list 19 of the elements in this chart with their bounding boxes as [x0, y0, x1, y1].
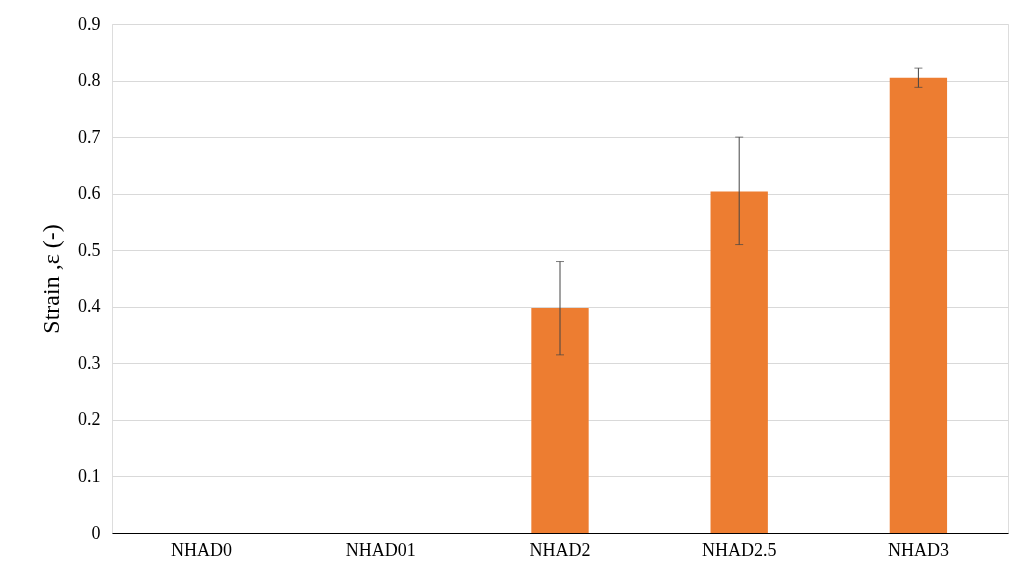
x-tick-label: NHAD01 — [345, 539, 416, 560]
y-axis-title: Strain ,ε (-) — [38, 224, 64, 334]
x-tick-label: NHAD3 — [887, 539, 949, 560]
x-tick-label: NHAD2 — [529, 539, 591, 560]
x-tick-label: NHAD2.5 — [701, 539, 777, 560]
bar — [531, 307, 589, 533]
y-tick-label: 0.6 — [78, 183, 101, 204]
y-tick-label: 0.3 — [78, 352, 101, 373]
y-tick-label: 0.4 — [78, 296, 101, 317]
y-tick-label: 0.7 — [78, 126, 101, 147]
y-tick-label: 0.5 — [78, 239, 101, 260]
y-tick-label: 0.1 — [78, 465, 101, 486]
y-tick-label: 0.2 — [78, 409, 101, 430]
bar — [710, 191, 768, 533]
y-tick-label: 0.8 — [78, 70, 101, 91]
y-tick-label: 0 — [91, 522, 101, 543]
y-tick-label: 0.9 — [78, 13, 101, 34]
bar — [889, 77, 948, 533]
x-tick-label: NHAD0 — [171, 539, 233, 560]
